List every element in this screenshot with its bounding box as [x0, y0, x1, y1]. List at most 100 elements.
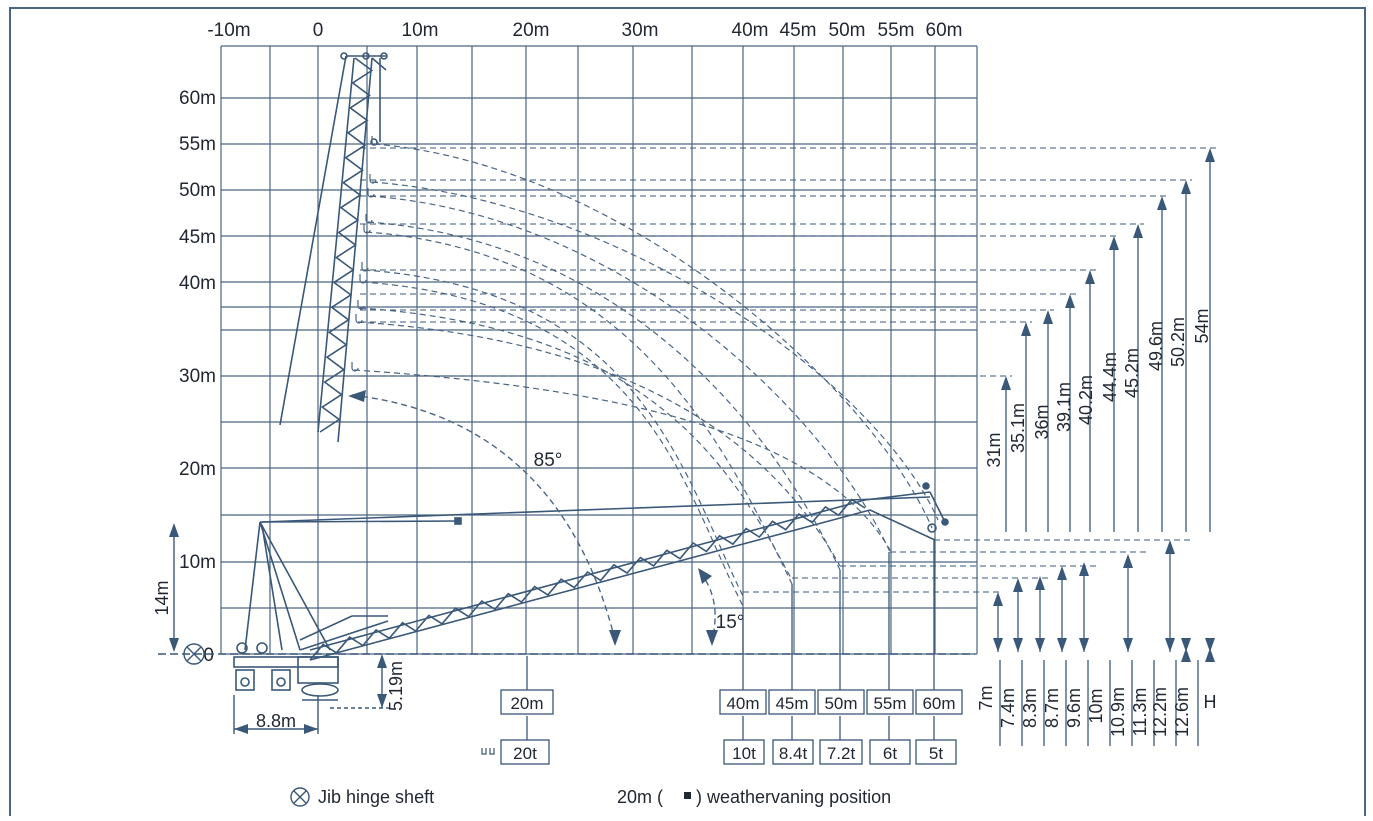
weathervane-marker: [454, 517, 462, 525]
counterweight-block: [271, 669, 291, 691]
height-label-h: H: [1204, 692, 1217, 712]
arrow-icon: [1205, 148, 1215, 162]
x-label: 60m: [926, 20, 963, 41]
sheave: [256, 642, 268, 654]
height-label: 44.4m: [1100, 352, 1120, 402]
x-axis-labels: -10m 0 10m 20m 30m 40m 45m 50m 55m 60m: [207, 20, 962, 41]
hook-icon: [355, 314, 363, 324]
load-box: [869, 739, 911, 765]
arrow-icon: [377, 654, 387, 668]
x-label: -10m: [207, 20, 250, 41]
dim-label-519m: 5.19m: [386, 661, 406, 711]
load-label: 8.4t: [779, 744, 808, 763]
arrow-icon: [1205, 638, 1215, 652]
jib-length-label: 20m: [510, 694, 543, 713]
arrow-icon: [993, 592, 1003, 606]
jib-length-box: [915, 689, 963, 715]
jib-chord-high-right: [337, 57, 373, 443]
jib-chord-low-bottom: [309, 509, 871, 661]
jib-length-box: [817, 689, 865, 715]
arrow-icon: [234, 724, 248, 734]
x-label: 20m: [513, 20, 550, 41]
height-label: 9.6m: [1064, 688, 1084, 728]
y-label: 55m: [179, 134, 216, 155]
hinge-legend-icon: [290, 787, 310, 807]
arrow-icon: [1079, 562, 1089, 576]
pendant-line: [259, 520, 459, 523]
a-frame-leg: [244, 521, 261, 651]
y-label: 50m: [179, 180, 216, 201]
height-label: 8.3m: [1020, 688, 1040, 728]
arrow-icon: [1013, 578, 1023, 592]
arrow-icon: [1109, 236, 1119, 250]
x-label: 40m: [732, 20, 769, 41]
angle-label-85: 85°: [534, 450, 563, 471]
a-frame-leg: [259, 521, 301, 651]
height-labels: 31m 35.1m 36m 39.1m 40.2m 44.4m 45.2m 49…: [976, 308, 1217, 737]
arrow-icon: [698, 568, 712, 584]
weathervane-marker-icon: [684, 792, 691, 799]
x-label: 0: [313, 20, 324, 41]
left-dimensions: [158, 523, 975, 734]
arrow-icon: [1001, 376, 1011, 390]
height-label: 49.6m: [1146, 321, 1166, 371]
hook-icon: [371, 136, 379, 146]
hook-block: [927, 523, 937, 533]
height-label: 11.3m: [1130, 688, 1150, 737]
arrow-icon: [706, 630, 718, 646]
luffing-arc: [369, 195, 891, 553]
hook-symbol-icon: [481, 748, 495, 755]
arrow-icon: [1035, 576, 1045, 590]
jib-head-low: [929, 491, 946, 523]
jib-length-box: [866, 689, 914, 715]
jib-head-high: [371, 57, 387, 71]
a-frame-stay: [259, 521, 331, 651]
luffing-arc: [357, 321, 841, 567]
legend-hinge-text: Jib hinge sheft: [318, 787, 434, 807]
arrow-icon: [1085, 270, 1095, 284]
jib-chord-low-top: [309, 499, 866, 651]
jib-tip-sheave: [340, 52, 348, 60]
arrow-icon: [1181, 180, 1191, 194]
y-label: 30m: [179, 366, 216, 387]
luffing-arc: [365, 231, 793, 585]
arrow-icon: [1057, 638, 1067, 652]
arrow-icon: [1133, 224, 1143, 238]
jib-lacing-low: [309, 498, 866, 661]
load-label: 6t: [883, 744, 897, 763]
arrow-icon: [1065, 294, 1075, 308]
hook-icon: [361, 262, 369, 272]
load-label: 20t: [513, 744, 537, 763]
hook-icon: [357, 300, 365, 310]
jib-length-label: 50m: [824, 694, 857, 713]
luffing-arc: [361, 281, 744, 607]
arrow-icon: [1157, 196, 1167, 210]
jib-length-label: 40m: [726, 694, 759, 713]
arrow-icon: [1123, 554, 1133, 568]
y-label: 40m: [179, 273, 216, 294]
arrow-icon: [609, 630, 621, 646]
a-frame-strut: [261, 524, 283, 651]
load-label: 5t: [929, 744, 943, 763]
height-label: 10.9m: [1108, 687, 1128, 737]
arrow-icon: [1205, 648, 1215, 662]
jib-lacing-high: [319, 57, 374, 433]
arrow-icon: [377, 694, 387, 708]
arrow-icon: [1123, 638, 1133, 652]
hook-icon: [365, 214, 373, 224]
height-label: 50.2m: [1168, 317, 1188, 367]
arrow-icon: [1165, 540, 1175, 554]
hook-icon: [367, 188, 375, 198]
legend: Jib hinge sheft 20m ( ) weathervaning po…: [290, 787, 891, 807]
jib-head-low: [864, 491, 931, 501]
arrow-icon: [1165, 638, 1175, 652]
load-box: [500, 739, 550, 765]
jib-length-label: 45m: [775, 694, 808, 713]
luffing-arc: [359, 307, 793, 581]
arrow-icon: [1043, 310, 1053, 324]
height-label: 12.2m: [1150, 687, 1170, 737]
jib-pendant-low: [261, 496, 931, 523]
turntable: [297, 656, 339, 684]
jib-tip-sheave: [362, 52, 370, 60]
